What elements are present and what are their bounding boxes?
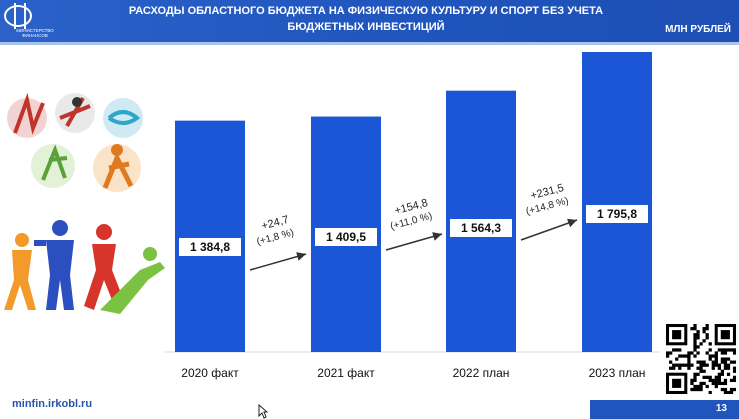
- change-annotation: +24,7(+1,8 %): [249, 214, 307, 271]
- category-label: 2020 факт: [181, 366, 239, 380]
- value-label: 1 564,3: [450, 219, 512, 237]
- qr-code-icon: [666, 324, 737, 395]
- mouse-cursor-icon: [258, 404, 268, 419]
- value-label: 1 409,5: [315, 228, 377, 246]
- bar: [175, 120, 245, 352]
- value-label-box: [586, 205, 648, 223]
- value-label-box: [315, 228, 377, 246]
- athlete-green: [100, 247, 165, 314]
- qr-code: [666, 324, 737, 395]
- logo-text: МИНИСТЕРСТВО ФИНАНСОВ: [16, 28, 54, 38]
- title-line-2: БЮДЖЕТНЫХ ИНВЕСТИЦИЙ: [287, 21, 445, 33]
- athlete-orange: [4, 233, 36, 310]
- value-label-box: [179, 238, 241, 256]
- change-arrows-layer: +24,7(+1,8 %) +154,8(+11,0 %) +231,5(+14,8…: [249, 182, 578, 271]
- change-pct: (+1,8 %): [256, 227, 296, 247]
- value-labels-layer: 1 384,8 1 409,5 1 564,3 1 795,8: [179, 205, 648, 256]
- change-arrow: [385, 232, 443, 251]
- value-label-box: [450, 219, 512, 237]
- change-arrow: [520, 218, 578, 241]
- category-label: 2022 план: [453, 366, 510, 380]
- value-label: 1 795,8: [586, 205, 648, 223]
- header-bar: МИНИСТЕРСТВО ФИНАНСОВ РАСХОДЫ ОБЛАСТНОГО…: [0, 0, 739, 42]
- athlete-red: [84, 224, 126, 310]
- page-title: РАСХОДЫ ОБЛАСТНОГО БЮДЖЕТА НА ФИЗИЧЕСКУЮ…: [96, 3, 636, 35]
- category-label: 2023 план: [589, 366, 646, 380]
- category-label: 2021 факт: [317, 366, 375, 380]
- value-label-text: 1 409,5: [326, 230, 366, 244]
- sports-collage-icon: [7, 92, 143, 192]
- ministry-logo: МИНИСТЕРСТВО ФИНАНСОВ: [4, 3, 64, 38]
- footer-bar: [590, 400, 739, 419]
- change-annotation: +231,5(+14,8 %): [520, 182, 578, 241]
- change-annotation: +154,8(+11,0 %): [385, 197, 443, 251]
- change-arrow: [249, 252, 307, 271]
- category-labels-layer: 2020 факт 2021 факт 2022 план 2023 план: [181, 366, 645, 380]
- title-line-1: РАСХОДЫ ОБЛАСТНОГО БЮДЖЕТА НА ФИЗИЧЕСКУЮ…: [128, 5, 604, 17]
- value-label-text: 1 564,3: [461, 221, 501, 235]
- value-label-text: 1 384,8: [190, 240, 230, 254]
- athletes-silhouettes-icon: [4, 220, 165, 314]
- sport-circle-3: [103, 98, 143, 138]
- bar: [582, 52, 652, 352]
- header-underline: [0, 42, 739, 45]
- page-number: 13: [715, 403, 727, 414]
- footer-url[interactable]: minfin.irkobl.ru: [12, 398, 93, 410]
- value-label: 1 384,8: [179, 238, 241, 256]
- unit-label: МЛН РУБЛЕЙ: [665, 24, 731, 35]
- athlete-blue: [34, 220, 74, 310]
- ministry-emblem-icon: [4, 3, 32, 29]
- value-label-text: 1 795,8: [597, 207, 637, 221]
